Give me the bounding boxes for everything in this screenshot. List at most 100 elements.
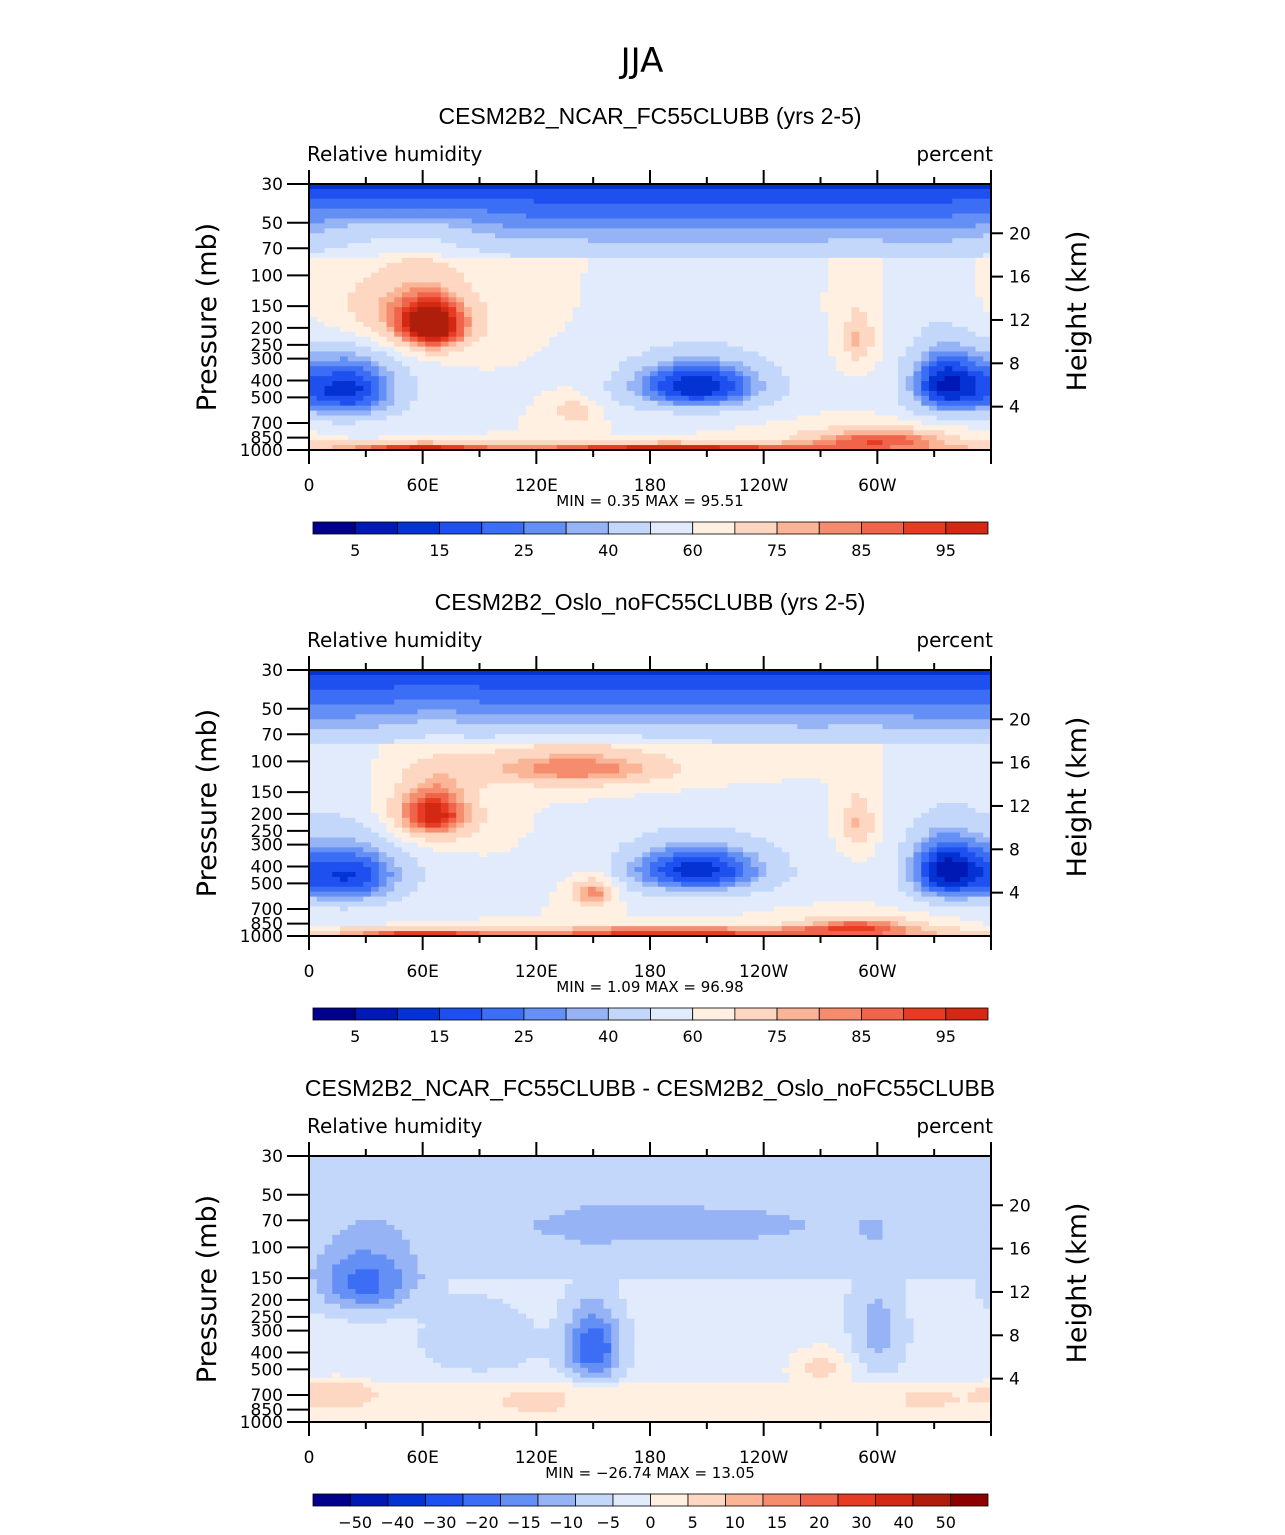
contour-cell	[542, 312, 550, 318]
contour-cell	[619, 292, 627, 298]
contour-cell	[573, 381, 581, 387]
contour-cell	[526, 332, 534, 338]
contour-cell	[720, 312, 728, 318]
contour-cell	[596, 347, 604, 353]
contour-cell	[875, 435, 883, 441]
contour-cell	[441, 440, 449, 446]
contour-cell	[588, 263, 596, 269]
contour-cell	[797, 223, 805, 229]
contour-cell	[495, 386, 503, 392]
contour-cell	[797, 425, 805, 431]
contour-cell	[689, 337, 697, 343]
contour-cell	[379, 283, 387, 289]
contour-cell	[890, 396, 898, 402]
contour-cell	[852, 416, 860, 422]
contour-cell	[356, 204, 364, 210]
contour-cell	[596, 218, 604, 224]
contour-cell	[689, 386, 697, 392]
contour-cell	[565, 223, 573, 229]
contour-cell	[673, 268, 681, 274]
contour-cell	[751, 322, 759, 328]
contour-cell	[852, 233, 860, 239]
contour-cell	[464, 263, 472, 269]
contour-cell	[418, 297, 426, 303]
contour-cell	[844, 189, 852, 195]
contour-cell	[712, 218, 720, 224]
contour-cell	[418, 416, 426, 422]
contour-cell	[449, 292, 457, 298]
contour-cell	[464, 361, 472, 367]
contour-cell	[836, 356, 844, 362]
contour-cell	[821, 233, 829, 239]
contour-cell	[921, 376, 929, 382]
contour-cell	[782, 228, 790, 234]
contour-cell	[704, 381, 712, 387]
contour-cell	[557, 243, 565, 249]
contour-cell	[875, 297, 883, 303]
contour-cell	[720, 376, 728, 382]
contour-cell	[635, 253, 643, 259]
x-tick-label: 120E	[515, 476, 558, 496]
contour-cell	[766, 189, 774, 195]
contour-cell	[565, 332, 573, 338]
contour-cell	[549, 204, 557, 210]
contour-cell	[712, 440, 720, 446]
contour-cell	[697, 233, 705, 239]
contour-cell	[627, 430, 635, 436]
contour-cell	[526, 233, 534, 239]
contour-cell	[898, 391, 906, 397]
contour-cell	[332, 248, 340, 254]
contour-cell	[751, 268, 759, 274]
contour-cell	[673, 675, 681, 681]
contour-cell	[518, 238, 526, 244]
contour-cell	[363, 228, 371, 234]
contour-cell	[976, 214, 984, 220]
contour-cell	[418, 209, 426, 215]
contour-cell	[704, 253, 712, 259]
contour-cell	[332, 258, 340, 264]
contour-cell	[340, 283, 348, 289]
contour-cell	[697, 238, 705, 244]
contour-cell	[402, 248, 410, 254]
contour-cell	[890, 371, 898, 377]
contour-cell	[363, 199, 371, 205]
contour-cell	[782, 391, 790, 397]
contour-cell	[573, 312, 581, 318]
contour-cell	[673, 258, 681, 264]
contour-cell	[852, 342, 860, 348]
contour-cell	[697, 376, 705, 382]
contour-cell	[363, 204, 371, 210]
contour-cell	[518, 371, 526, 377]
contour-cell	[859, 268, 867, 274]
contour-cell	[596, 386, 604, 392]
contour-cell	[906, 258, 914, 264]
contour-cell	[534, 233, 542, 239]
contour-cell	[526, 297, 534, 303]
contour-cell	[449, 361, 457, 367]
contour-cell	[387, 440, 395, 446]
contour-cell	[921, 273, 929, 279]
contour-cell	[828, 243, 836, 249]
contour-cell	[472, 675, 480, 681]
contour-cell	[487, 218, 495, 224]
contour-cell	[805, 214, 813, 220]
contour-cell	[821, 420, 829, 426]
contour-cell	[325, 228, 333, 234]
contour-cell	[890, 356, 898, 362]
contour-cell	[790, 312, 798, 318]
contour-cell	[666, 327, 674, 333]
contour-cell	[883, 420, 891, 426]
contour-cell	[852, 253, 860, 259]
contour-cell	[588, 302, 596, 308]
contour-cell	[596, 258, 604, 264]
contour-cell	[619, 342, 627, 348]
contour-cell	[735, 273, 743, 279]
contour-cell	[402, 411, 410, 417]
contour-cell	[371, 263, 379, 269]
contour-cell	[549, 287, 557, 293]
contour-cell	[759, 283, 767, 289]
contour-cell	[929, 371, 937, 377]
contour-cell	[766, 347, 774, 353]
contour-cell	[619, 243, 627, 249]
contour-cell	[821, 337, 829, 343]
